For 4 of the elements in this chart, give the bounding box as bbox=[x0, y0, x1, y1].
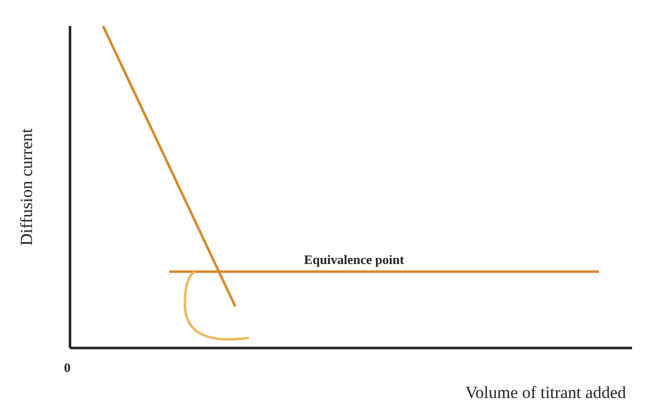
annotation: Equivalence point bbox=[304, 252, 404, 268]
x-axis-title: Volume of titrant added bbox=[465, 383, 626, 402]
text: 0 bbox=[64, 360, 70, 376]
y-axis-title: Diffusion current bbox=[17, 128, 36, 246]
